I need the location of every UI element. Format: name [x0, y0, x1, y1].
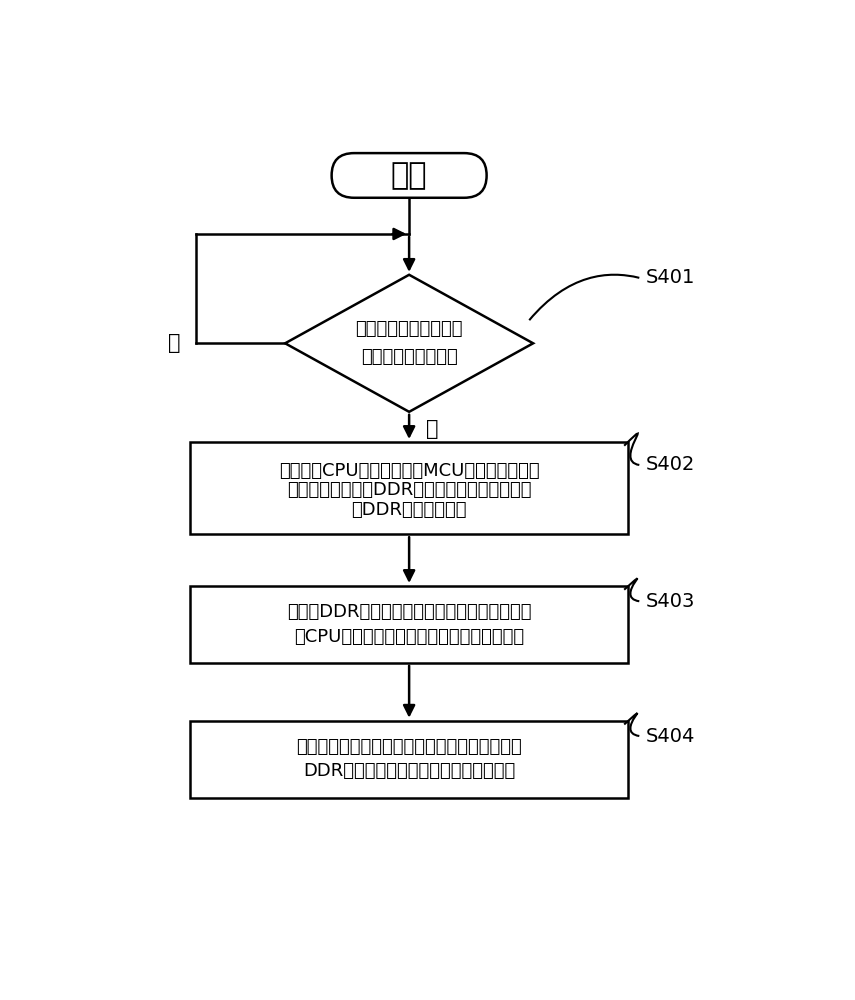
Bar: [190, 442, 628, 534]
FancyBboxPatch shape: [332, 153, 486, 198]
Bar: [190, 721, 628, 798]
Text: 统CPU中的应用处理器进入系统程序运行状态: 统CPU中的应用处理器进入系统程序运行状态: [294, 628, 524, 646]
Text: 否: 否: [168, 333, 180, 353]
Text: 在所述应用处理器进入系统程序运行后，将所述: 在所述应用处理器进入系统程序运行后，将所述: [296, 738, 522, 756]
Bar: [190, 586, 628, 663]
Text: S402: S402: [646, 455, 695, 474]
Text: 开始: 开始: [391, 161, 428, 190]
Text: 步动态随机存储器DDR采用自刷新的方式保存所: 步动态随机存储器DDR采用自刷新的方式保存所: [287, 481, 531, 499]
Text: 述DDR中的内存数据: 述DDR中的内存数据: [351, 501, 467, 519]
Text: 利用系统CPU中的微处理器MCU控制双倍速率同: 利用系统CPU中的微处理器MCU控制双倍速率同: [279, 462, 540, 480]
Text: DDR中的内存数据存储到预设存储介质中: DDR中的内存数据存储到预设存储介质中: [303, 762, 516, 780]
Text: 当所述DDR完成其内部数据保存后，控制所述系: 当所述DDR完成其内部数据保存后，控制所述系: [287, 603, 531, 621]
Text: 检测看门狗计时器的计: 检测看门狗计时器的计: [356, 320, 463, 338]
Text: 是: 是: [426, 419, 439, 439]
Text: S403: S403: [646, 592, 695, 611]
Text: S401: S401: [646, 268, 695, 287]
Text: S404: S404: [646, 726, 695, 746]
Text: 数值是否超出预设值: 数值是否超出预设值: [361, 348, 457, 366]
Polygon shape: [285, 275, 534, 412]
